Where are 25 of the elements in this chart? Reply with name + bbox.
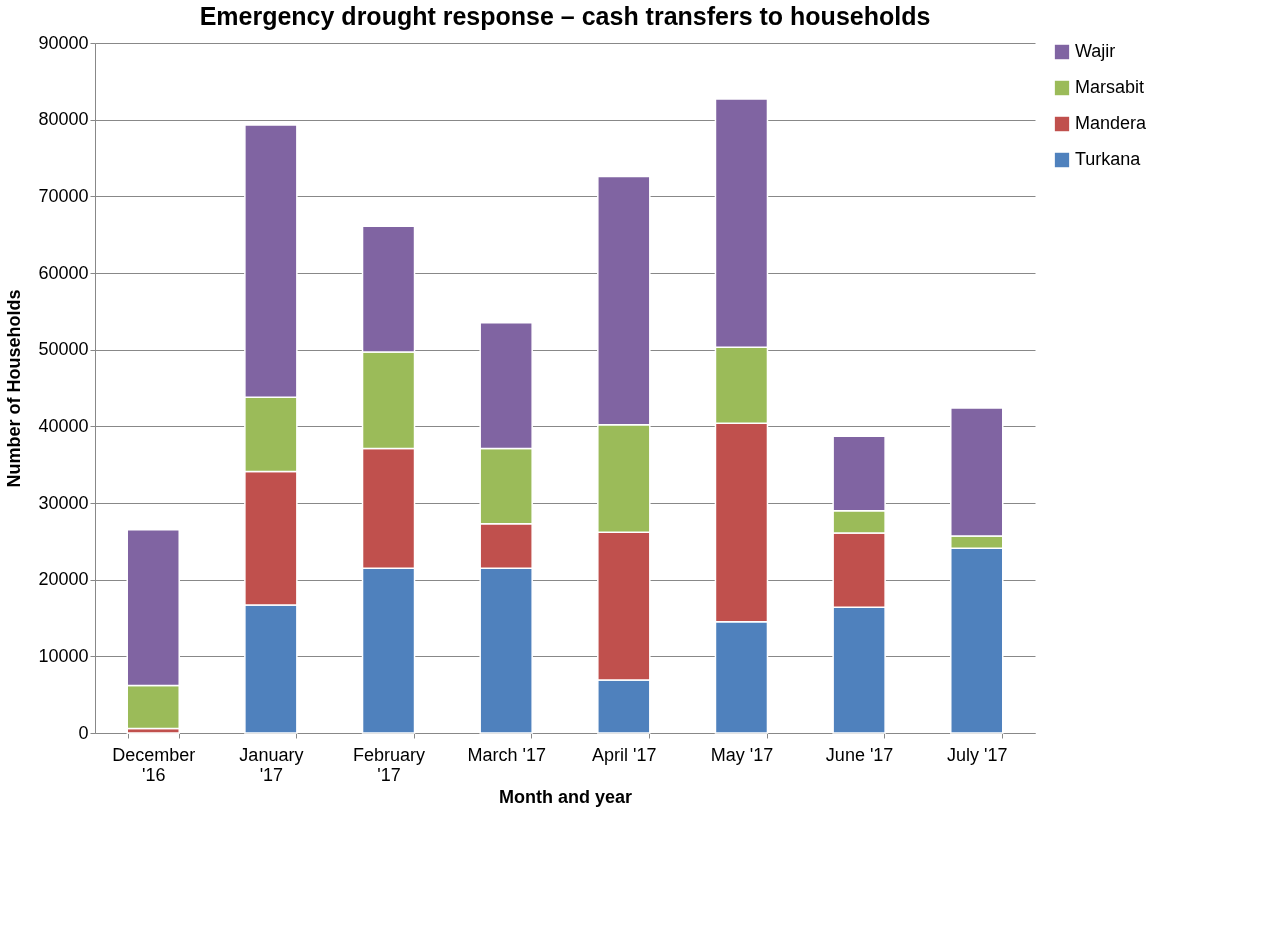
x-tick-label: July '17 [947,744,1008,765]
y-tick-label: 30000 [38,492,89,513]
x-axis-title: Month and year [498,786,633,807]
x-tick-label: January '17 [239,744,304,785]
x-tick-label: February '17 [353,744,426,785]
y-tick-label: 50000 [38,339,89,360]
x-tick-label: April '17 [592,744,657,765]
y-tick-label: 0 [78,722,89,743]
x-tick-label: June '17 [825,744,894,765]
y-tick-label: 40000 [38,415,89,436]
chart-title: Emergency drought response – cash transfers to households [199,2,931,30]
y-tick-label: 90000 [38,32,89,53]
y-axis-title: Number of Households [4,289,25,488]
y-tick-label: 10000 [38,645,89,666]
x-tick-label: December '16 [112,744,196,785]
legend-label: Mandera [1075,113,1148,133]
x-tick-label: May '17 [710,744,774,765]
legend-label: Marsabit [1075,77,1145,97]
x-tick-label: March '17 [467,744,546,765]
y-tick-label: 70000 [38,185,89,206]
y-tick-label: 80000 [38,109,89,130]
legend-label: Wajir [1075,41,1116,61]
legend-label: Turkana [1075,149,1142,169]
y-tick-label: 20000 [38,569,89,590]
y-tick-label: 60000 [38,262,89,283]
